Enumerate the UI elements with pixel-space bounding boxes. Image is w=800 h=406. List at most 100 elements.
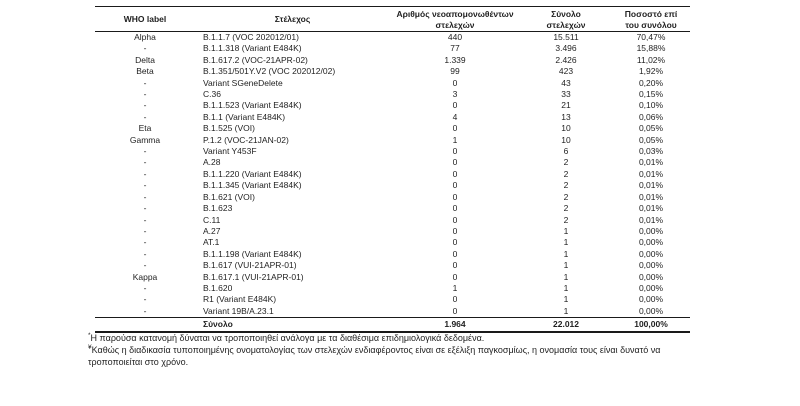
cell-new-count: 0 (452, 260, 458, 271)
cell-new-count: 0 (452, 248, 458, 259)
cell-total-count: 21 (561, 100, 571, 111)
cell-who: Alpha (134, 32, 156, 42)
cell-strain: B.1.617 (VUI-21APR-01) (203, 260, 297, 271)
table-header: WHO label Στέλεχος Αριθμός νεοαπομονωθέν… (95, 6, 690, 32)
table-row: - R1 (Variant E484K) 0 1 0,00% (95, 294, 690, 305)
cell-who (95, 317, 195, 334)
table-row: - AT.1 0 1 0,00% (95, 237, 690, 248)
cell-who: - (143, 191, 147, 202)
cell-percentage: 0,10% (638, 100, 664, 111)
cell-strain: Variant Y453F (203, 146, 257, 157)
cell-who: - (143, 203, 147, 214)
table-row: - B.1.1.523 (Variant E484K) 0 21 0,10% (95, 100, 690, 111)
table-row: Kappa B.1.617.1 (VUI-21APR-01) 0 1 0,00% (95, 272, 690, 283)
cell-percentage: 0,06% (638, 111, 664, 122)
table-row: - B.1.1.345 (Variant E484K) 0 2 0,01% (95, 180, 690, 191)
table-row: Beta B.1.351/501Y.V2 (VOC 202012/02) 99 423… (95, 66, 690, 77)
cell-strain: B.1.1.198 (Variant E484K) (203, 248, 302, 259)
table-row: - B.1.623 0 2 0,01% (95, 203, 690, 214)
column-header-new-isolates: Αριθμός νεοαπομονωθέντων στελεχών (390, 6, 520, 32)
table-row: - B.1.1.220 (Variant E484K) 0 2 0,01% (95, 169, 690, 180)
cell-who: Eta (138, 123, 152, 134)
cell-percentage: 0,00% (638, 225, 664, 236)
header-line: WHO label (123, 14, 167, 25)
cell-new-count: 0 (452, 294, 458, 305)
cell-percentage: 15,88% (636, 43, 666, 54)
cell-who: - (143, 157, 147, 168)
cell-percentage: 0,00% (638, 237, 664, 248)
cell-percentage: 0,00% (638, 248, 664, 259)
cell-new-count: 440 (447, 32, 463, 42)
column-header-total-strains: Σύνολο στελεχών (520, 6, 612, 32)
variants-table: WHO label Στέλεχος Αριθμός νεοαπομονωθέν… (95, 6, 690, 334)
table-row: - B.1.1.318 (Variant E484K) 77 3.496 15,88% (95, 43, 690, 54)
cell-new-count: 0 (452, 214, 458, 225)
cell-new-count: 1.339 (444, 54, 466, 65)
cell-who: Kappa (132, 271, 158, 282)
cell-strain: C.11 (203, 214, 221, 225)
header-line: του συνόλου (625, 19, 677, 30)
cell-total-count: 1 (563, 271, 569, 282)
cell-percentage: 0,01% (638, 157, 664, 168)
column-header-percentage: Ποσοστό επί του συνόλου (612, 6, 690, 32)
cell-new-count: 0 (452, 271, 458, 282)
cell-percentage: 0,00% (638, 305, 664, 316)
header-line: Στέλεχος (274, 14, 311, 25)
cell-new-count: 3 (452, 89, 458, 100)
cell-total-count: 1 (563, 237, 569, 248)
table-row: - A.27 0 1 0,00% (95, 226, 690, 237)
table-row: Delta B.1.617.2 (VOC-21APR-02) 1.339 2.426 1… (95, 55, 690, 66)
table-row: - B.1.621 (VOI) 0 2 0,01% (95, 192, 690, 203)
cell-strain: B.1.621 (VOI) (203, 191, 255, 202)
cell-total-count: 33 (561, 89, 571, 100)
footnote: *Η παρούσα κατανομή δύναται να τροποποιη… (88, 332, 702, 344)
cell-new-count: 4 (452, 111, 458, 122)
cell-new-count: 0 (452, 146, 458, 157)
cell-total-count: 6 (563, 146, 569, 157)
cell-total-count: 2.426 (555, 54, 577, 65)
cell-percentage: 1,92% (638, 66, 664, 77)
table-row: - A.28 0 2 0,01% (95, 157, 690, 168)
cell-strain: C.36 (203, 89, 221, 100)
cell-strain: P.1.2 (VOC-21JAN-02) (203, 134, 289, 145)
cell-who: - (143, 100, 147, 111)
cell-new-count: 1 (452, 282, 458, 293)
cell-who: - (143, 180, 147, 191)
header-line: στελεχών (435, 19, 475, 30)
cell-strain: A.27 (203, 225, 221, 236)
cell-percentage: 0,01% (638, 203, 664, 214)
table-row: - B.1.617 (VUI-21APR-01) 0 1 0,00% (95, 260, 690, 271)
header-line: Ποσοστό επί (624, 9, 678, 19)
cell-new-count: 0 (452, 191, 458, 202)
cell-strain: B.1.525 (VOI) (203, 123, 255, 134)
cell-strain: B.1.617.2 (VOC-21APR-02) (203, 54, 308, 65)
cell-new-count: 0 (452, 237, 458, 248)
cell-percentage: 0,20% (638, 77, 664, 88)
cell-percentage: 11,02% (636, 54, 666, 65)
cell-percentage: 0,01% (638, 191, 664, 202)
cell-who: - (143, 77, 147, 88)
footnote-text: Καθώς η διαδικασία τυποποιημένης ονοματο… (88, 345, 661, 367)
cell-percentage: 0,00% (638, 294, 664, 305)
cell-percentage: 0,05% (638, 123, 664, 134)
footnote-marker: ¥ (88, 344, 92, 351)
table-row: - B.1.1 (Variant E484K) 4 13 0,06% (95, 112, 690, 123)
table-row: - B.1.620 1 1 0,00% (95, 283, 690, 294)
total-percentage: 100,00% (612, 317, 690, 334)
cell-total-count: 43 (561, 77, 571, 88)
table-row: Gamma P.1.2 (VOC-21JAN-02) 1 10 0,05% (95, 135, 690, 146)
cell-who: - (143, 237, 147, 248)
cell-total-count: 2 (563, 168, 569, 179)
cell-percentage: 0,00% (638, 271, 664, 282)
cell-strain: B.1.1.7 (VOC 202012/01) (203, 32, 299, 42)
column-header-strain: Στέλεχος (195, 6, 390, 32)
cell-who: - (143, 282, 147, 293)
cell-new-count: 77 (450, 43, 460, 54)
cell-new-count: 0 (452, 123, 458, 134)
cell-strain: B.1.617.1 (VUI-21APR-01) (203, 271, 304, 282)
cell-new-count: 0 (452, 168, 458, 179)
cell-total-count: 423 (558, 66, 574, 77)
table-row: Eta B.1.525 (VOI) 0 10 0,05% (95, 123, 690, 134)
total-new-count: 1.964 (390, 317, 520, 334)
cell-strain: B.1.1.318 (Variant E484K) (203, 43, 302, 54)
